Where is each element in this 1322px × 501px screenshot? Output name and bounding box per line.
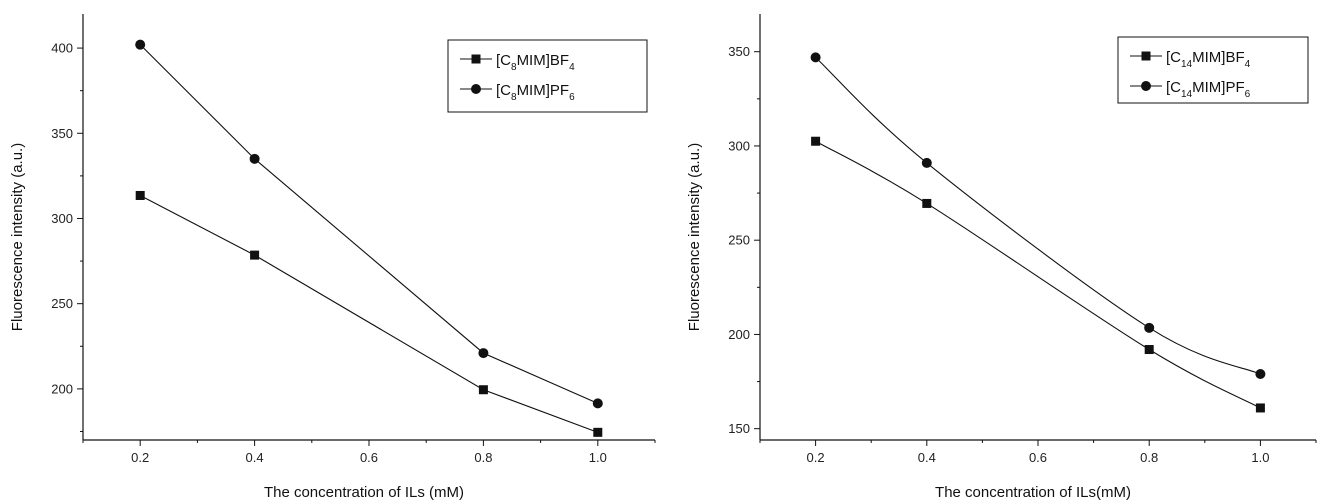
x-tick-label: 0.8 bbox=[474, 450, 492, 465]
y-tick-label: 150 bbox=[728, 421, 750, 436]
legend-marker bbox=[471, 84, 481, 94]
legend-marker bbox=[1141, 51, 1151, 61]
y-tick-label: 350 bbox=[51, 126, 73, 141]
x-tick-label: 0.2 bbox=[807, 450, 825, 465]
data-point bbox=[922, 198, 932, 208]
x-tick-label: 0.6 bbox=[360, 450, 378, 465]
data-point bbox=[810, 52, 821, 63]
data-point bbox=[135, 190, 145, 200]
data-point bbox=[1144, 322, 1155, 333]
y-tick-label: 200 bbox=[51, 381, 73, 396]
chart-panel-1: 0.2 0.4 0.6 0.8 1.0 200 250 300 350 400 The concen… bbox=[9, 14, 656, 501]
data-point bbox=[593, 427, 603, 437]
data-point bbox=[135, 39, 146, 50]
legend-label: [C14MIM]PF6 bbox=[1166, 79, 1251, 100]
series-line bbox=[139, 44, 599, 404]
legend-box bbox=[1117, 36, 1309, 104]
legend-label: [C8MIM]BF4 bbox=[496, 52, 575, 73]
legend: [C8MIM]BF4 [C8MIM]PF6 bbox=[447, 39, 648, 113]
y-tick-label: 250 bbox=[728, 233, 750, 248]
y-tick-label: 400 bbox=[51, 41, 73, 56]
chart-panel-2: 0.2 0.4 0.6 0.8 1.0 150 200 250 300 350 The concen… bbox=[686, 14, 1317, 501]
y-axis-title: Fluorescence intensity (a.u.) bbox=[686, 143, 703, 331]
legend: [C14MIM]BF4 [C14MIM]PF6 bbox=[1117, 36, 1309, 104]
data-point bbox=[249, 153, 260, 164]
y-tick-label: 300 bbox=[728, 138, 750, 153]
data-point bbox=[250, 250, 260, 260]
legend-label: [C14MIM]BF4 bbox=[1166, 49, 1251, 70]
series-2 bbox=[135, 39, 603, 409]
series-line bbox=[815, 56, 1261, 375]
y-tick-label: 250 bbox=[51, 296, 73, 311]
x-tick-label: 1.0 bbox=[1251, 450, 1269, 465]
legend-label: [C8MIM]PF6 bbox=[496, 82, 575, 103]
series-line bbox=[815, 140, 1261, 409]
data-point bbox=[811, 136, 821, 146]
x-tick-label: 1.0 bbox=[589, 450, 607, 465]
series-1 bbox=[135, 190, 603, 437]
data-point bbox=[478, 385, 488, 395]
x-axis-title: The concentration of ILs (mM) bbox=[264, 484, 464, 501]
x-tick-label: 0.8 bbox=[1140, 450, 1158, 465]
data-point bbox=[592, 398, 603, 409]
series-line bbox=[139, 194, 598, 433]
legend-marker bbox=[1141, 81, 1151, 91]
data-point bbox=[478, 348, 489, 359]
x-tick-label: 0.6 bbox=[1029, 450, 1047, 465]
data-point bbox=[921, 157, 932, 168]
y-tick-label: 300 bbox=[51, 211, 73, 226]
x-tick-label: 0.4 bbox=[246, 450, 264, 465]
x-tick-label: 0.2 bbox=[131, 450, 149, 465]
data-point bbox=[1255, 403, 1265, 413]
legend-box bbox=[447, 39, 648, 113]
y-tick-label: 350 bbox=[728, 44, 750, 59]
series-2 bbox=[810, 52, 1266, 380]
y-axis-title: Fluorescence intensity (a.u.) bbox=[9, 143, 26, 331]
x-tick-label: 0.4 bbox=[918, 450, 936, 465]
data-point bbox=[1255, 369, 1266, 380]
y-tick-label: 200 bbox=[728, 327, 750, 342]
series-1 bbox=[811, 136, 1265, 413]
x-axis-title: The concentration of ILs(mM) bbox=[935, 484, 1131, 501]
legend-marker bbox=[471, 54, 481, 64]
data-point bbox=[1144, 345, 1154, 355]
